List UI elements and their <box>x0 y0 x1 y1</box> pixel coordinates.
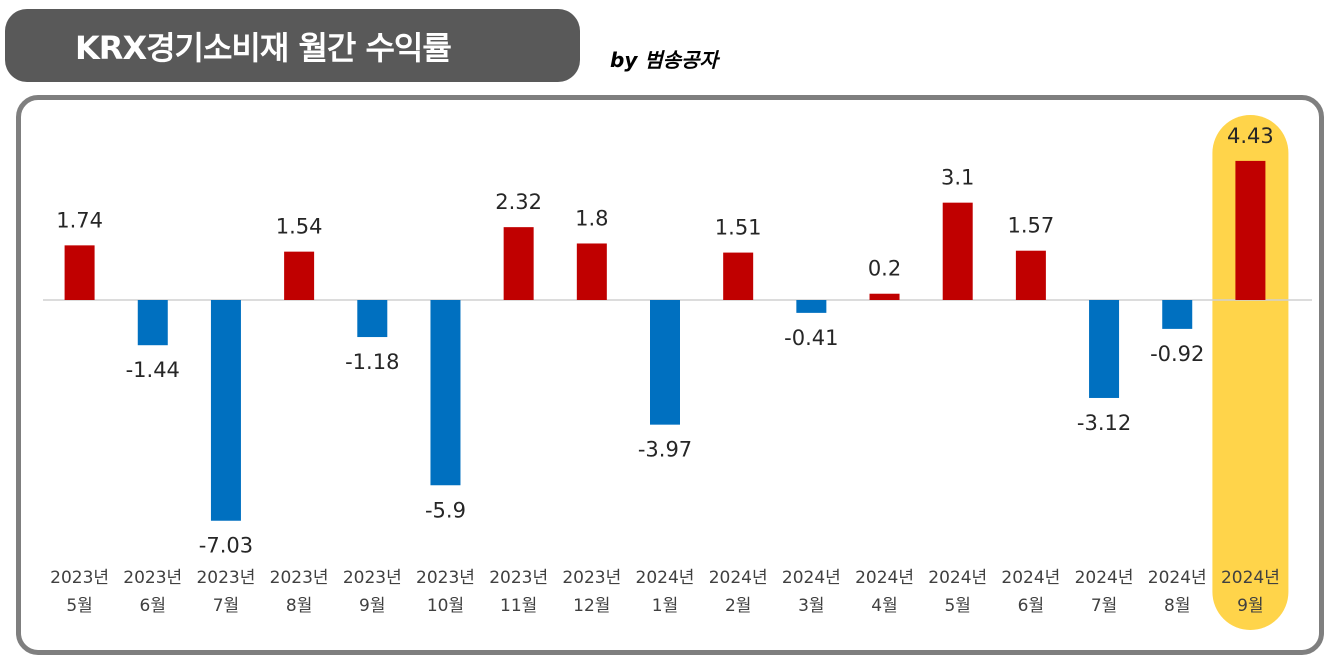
data-label: 3.1 <box>941 166 974 190</box>
x-tick-label-year: 2023년 <box>416 568 475 588</box>
data-label: -5.9 <box>425 498 466 522</box>
x-tick-label-year: 2024년 <box>782 568 841 588</box>
x-tick-label-year: 2024년 <box>1221 568 1280 588</box>
x-tick-label-month: 9월 <box>1237 596 1263 616</box>
data-label: -0.92 <box>1150 342 1204 366</box>
data-label: -3.12 <box>1077 411 1131 435</box>
data-label: 0.2 <box>868 257 901 281</box>
chart-title: KRX경기소비재 월간 수익률 <box>75 28 452 67</box>
x-tick-label-year: 2023년 <box>270 568 329 588</box>
x-tick-label-month: 12월 <box>573 596 610 616</box>
x-tick-label-month: 6월 <box>140 596 166 616</box>
bar <box>284 251 315 300</box>
x-tick-label-year: 2023년 <box>343 568 402 588</box>
bar <box>1162 300 1193 329</box>
data-label: -3.97 <box>638 438 692 462</box>
bar <box>357 300 388 338</box>
bar <box>1235 160 1266 300</box>
bar <box>210 300 241 521</box>
bar <box>64 245 95 300</box>
x-tick-label-year: 2023년 <box>562 568 621 588</box>
data-label: -7.03 <box>199 534 253 558</box>
bar <box>137 300 168 346</box>
x-tick-label-year: 2023년 <box>489 568 548 588</box>
data-label: 4.43 <box>1227 124 1274 148</box>
x-tick-label-year: 2024년 <box>709 568 768 588</box>
data-label: 1.54 <box>276 215 323 239</box>
x-tick-label-year: 2024년 <box>636 568 695 588</box>
chart-title-banner: KRX경기소비재 월간 수익률 <box>5 9 580 82</box>
x-tick-label-month: 6월 <box>1018 596 1044 616</box>
bar <box>942 202 973 300</box>
byline: by 범송공자 <box>610 48 718 72</box>
x-tick-label-year: 2024년 <box>1148 568 1207 588</box>
bar <box>650 300 680 425</box>
x-tick-label-month: 5월 <box>66 596 92 616</box>
x-tick-label-year: 2024년 <box>1075 568 1134 588</box>
bar <box>869 293 900 300</box>
x-tick-label-year: 2023년 <box>123 568 182 588</box>
x-tick-label-year: 2024년 <box>1001 568 1060 588</box>
bar <box>1089 300 1120 398</box>
x-tick-label-year: 2024년 <box>928 568 987 588</box>
data-label: 1.57 <box>1007 214 1054 238</box>
x-tick-label-month: 2월 <box>725 596 751 616</box>
data-label: -1.18 <box>345 350 399 374</box>
x-tick-label-month: 11월 <box>500 596 537 616</box>
x-tick-label-month: 8월 <box>1164 596 1190 616</box>
highlight-capsule <box>1212 115 1289 630</box>
data-label: -1.44 <box>126 358 180 382</box>
x-tick-label-month: 9월 <box>359 596 385 616</box>
x-tick-label-month: 4월 <box>871 596 897 616</box>
x-tick-label-month: 8월 <box>286 596 312 616</box>
bar <box>1015 250 1046 300</box>
data-label: 1.74 <box>56 208 103 232</box>
x-tick-label-month: 3월 <box>798 596 824 616</box>
bar <box>503 227 534 300</box>
x-tick-label-month: 5월 <box>944 596 970 616</box>
x-tick-label-year: 2023년 <box>50 568 109 588</box>
x-tick-label-year: 2023년 <box>196 568 255 588</box>
data-label: 1.51 <box>715 216 762 240</box>
bar <box>576 243 607 300</box>
bar <box>796 300 827 313</box>
data-label: 2.32 <box>495 190 542 214</box>
x-tick-label-month: 7월 <box>213 596 239 616</box>
bar <box>723 252 754 300</box>
data-label: -0.41 <box>784 326 838 350</box>
bar <box>430 300 461 486</box>
data-label: 1.8 <box>575 206 608 230</box>
x-tick-label-year: 2024년 <box>855 568 914 588</box>
x-tick-label-month: 10월 <box>427 596 464 616</box>
x-tick-label-month: 1월 <box>652 596 678 616</box>
x-tick-label-month: 7월 <box>1091 596 1117 616</box>
